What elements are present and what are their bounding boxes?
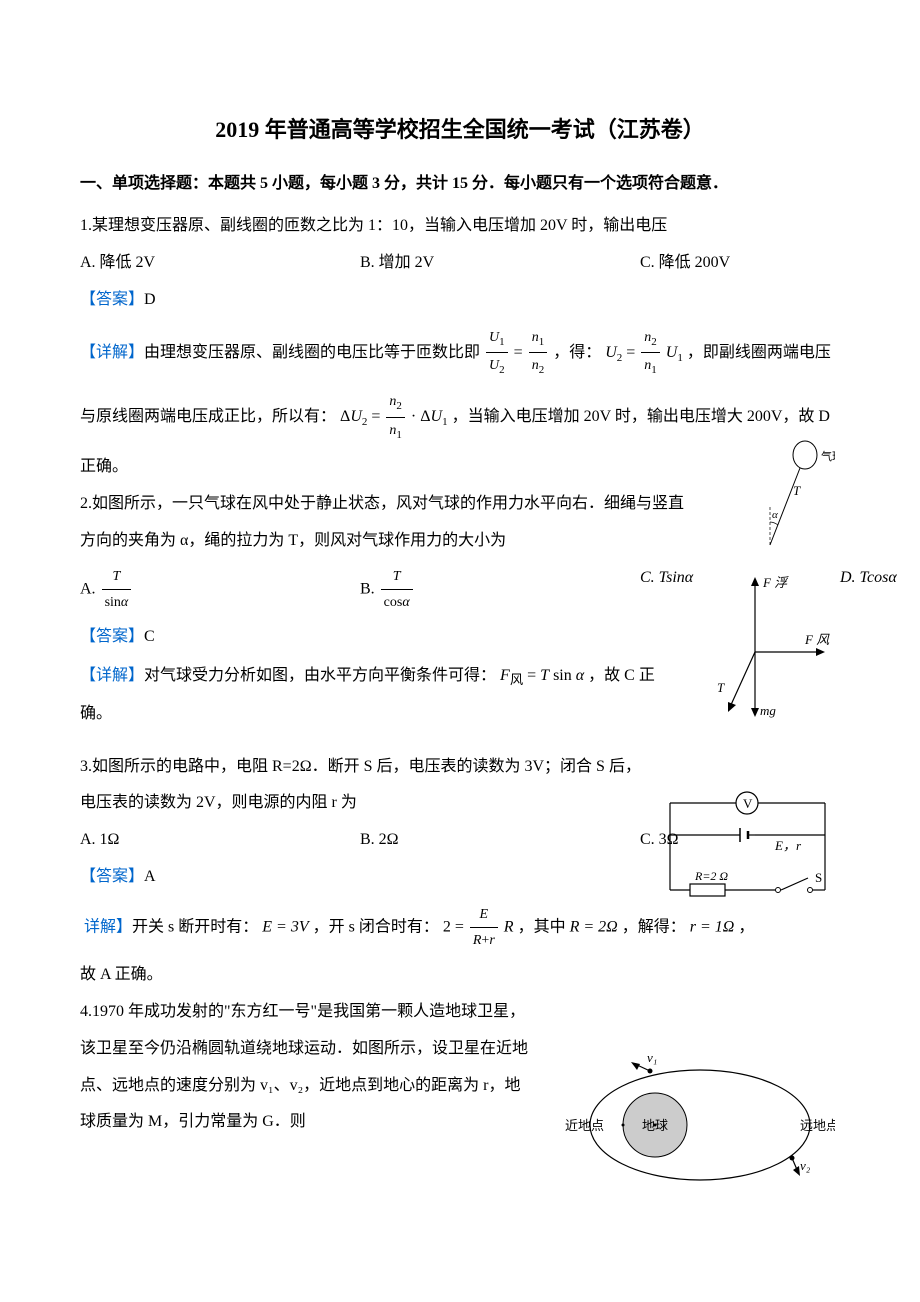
q2-text1: 2.如图所示，一只气球在风中处于静止状态，风对气球的作用力水平向右．细绳与竖直 — [80, 490, 720, 519]
q1-detail: 【详解】由理想变压器原、副线圈的电压比等于匝数比即 U1U2 = n1n2 ，得… — [80, 325, 840, 381]
resistor-label: R=2 Ω — [694, 869, 728, 883]
fraction-er: ER+r — [470, 902, 498, 953]
answer-label: 【答案】 — [80, 868, 144, 885]
q1-text: 1.某理想变压器原、副线圈的匝数之比为 1：10，当输入电压增加 20V 时，输… — [80, 212, 840, 241]
fraction-n2n1: n2n1 — [641, 325, 660, 381]
q3-detail-mid2: ，其中 — [518, 918, 566, 935]
far-label: 远地点 — [800, 1118, 835, 1133]
q3-detail-line2: 故 A 正确。 — [80, 961, 840, 990]
detail-label: 【详解】 — [80, 667, 144, 684]
F-up-label: F 浮 — [762, 575, 789, 590]
section-header: 一、单项选择题：本题共 5 小题，每小题 3 分，共计 15 分．每小题只有一个… — [80, 170, 840, 199]
q1-detail-line2-post: ，当输入电压增加 20V 时，输出电压增大 200V，故 D — [452, 408, 830, 425]
T-down-label: T — [717, 680, 725, 695]
q3-detail-mid1: ，开 s 闭合时有： — [313, 918, 439, 935]
q3-eq1: E = 3V — [262, 918, 308, 935]
q3-detail-post: ， — [738, 918, 754, 935]
q3-eq3: R = 2Ω — [570, 918, 618, 935]
circuit-diagram: V E，r R=2 Ω S — [660, 790, 835, 905]
q2-option-b: B. Tcosα — [360, 564, 560, 615]
q1-options: A. 降低 2V B. 增加 2V C. 降低 200V D. 增加 200V — [80, 249, 840, 278]
q1-option-c: C. 降低 200V — [640, 249, 840, 278]
fraction-du: n2n1 — [386, 389, 405, 445]
q2-option-d: D. Tcosα — [840, 564, 897, 615]
q1-option-a: A. 降低 2V — [80, 249, 280, 278]
q3-eq4: r = 1Ω — [690, 918, 735, 935]
fraction-u1u2: U1U2 — [486, 325, 508, 381]
mg-label: mg — [760, 703, 776, 718]
balloon-label: 气球 — [821, 449, 835, 463]
exam-title: 2019 年普通高等学校招生全国统一考试（江苏卷） — [80, 110, 840, 150]
orbit-diagram: 地球 近地点 远地点 v₁ v₂ — [565, 1050, 835, 1200]
q1-detail-line3: 正确。 — [80, 453, 840, 482]
q3-option-a: A. 1Ω — [80, 826, 280, 855]
voltmeter-label: V — [743, 796, 753, 811]
q1-detail-line2: 与原线圈两端电压成正比，所以有： ΔU2 = n2n1 · ΔU1 ，当输入电压… — [80, 389, 840, 445]
q2-opt-b-pre: B. — [360, 580, 379, 597]
q1-detail-mid1: ，得： — [553, 344, 601, 361]
q1-detail-pre: 由理想变压器原、副线圈的电压比等于匝数比即 — [144, 344, 480, 361]
v1-label: v₁ — [647, 1050, 657, 1065]
q4-text3: 点、远地点的速度分别为 v₁、v₂，近地点到地心的距离为 r，地 — [80, 1072, 560, 1101]
force-diagram: F 浮 F 风 T mg — [695, 572, 835, 722]
F-right-label: F 风 — [804, 632, 830, 647]
balloon-figure: 气球 T α — [735, 440, 835, 560]
switch-label: S — [815, 870, 822, 885]
q4-text1: 4.1970 年成功发射的"东方红一号"是我国第一颗人造地球卫星， — [80, 998, 560, 1027]
detail-label: 详解】 — [84, 918, 132, 935]
q1-detail-line2-pre: 与原线圈两端电压成正比，所以有： — [80, 408, 336, 425]
q1-answer-value: D — [144, 291, 156, 308]
emf-label: E，r — [774, 838, 802, 853]
q2-text2: 方向的夹角为 α，绳的拉力为 T，则风对气球作用力的大小为 — [80, 527, 720, 556]
q3-text1: 3.如图所示的电路中，电阻 R=2Ω．断开 S 后，电压表的读数为 3V；闭合 … — [80, 753, 650, 782]
q2-detail-pre: 对气球受力分析如图，由水平方向平衡条件可得： — [144, 667, 496, 684]
q3-detail-mid3: ，解得： — [622, 918, 686, 935]
q4-text4: 球质量为 M，引力常量为 G．则 — [80, 1108, 560, 1137]
answer-label: 【答案】 — [80, 291, 144, 308]
q3-option-b: B. 2Ω — [360, 826, 560, 855]
alpha-label: α — [772, 509, 778, 521]
q3-detail-pre: 开关 s 断开时有： — [132, 918, 258, 935]
q2-answer-value: C — [144, 628, 155, 645]
q1-option-b: B. 增加 2V — [360, 249, 560, 278]
answer-label: 【答案】 — [80, 628, 144, 645]
near-label: 近地点 — [565, 1118, 604, 1133]
q2-opt-a-pre: A. — [80, 580, 100, 597]
q1-answer: 【答案】D — [80, 286, 840, 315]
fraction-n1n2: n1n2 — [529, 325, 548, 381]
q3-answer-value: A — [144, 868, 156, 885]
v2-label: v₂ — [800, 1158, 811, 1173]
q2-option-a: A. Tsinα — [80, 564, 280, 615]
q3-text2: 电压表的读数为 2V，则电源的内阻 r 为 — [80, 789, 650, 818]
q4-text2: 该卫星至今仍沿椭圆轨道绕地球运动．如图所示，设卫星在近地 — [80, 1035, 560, 1064]
q1-detail-mid2: ，即副线圈两端电压 — [687, 344, 831, 361]
q3-detail: 详解】开关 s 断开时有： E = 3V ，开 s 闭合时有： 2 = ER+r… — [80, 902, 840, 953]
T-label: T — [793, 483, 801, 498]
detail-label: 【详解】 — [80, 344, 144, 361]
q2-detail-post: ，故 C 正 — [588, 667, 655, 684]
